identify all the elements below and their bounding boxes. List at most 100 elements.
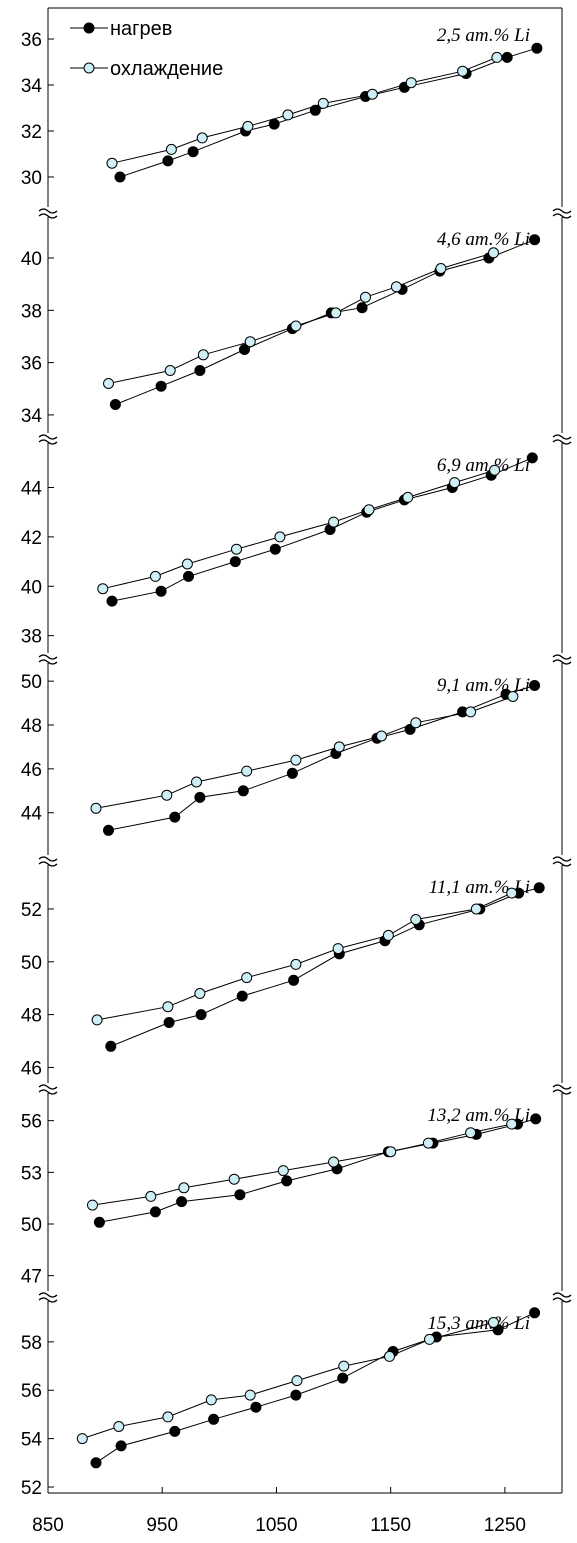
panel-label: 2,5 ат.% Li	[437, 25, 530, 46]
data-point-heating	[526, 452, 538, 464]
axis-break-mark	[38, 208, 58, 214]
data-point-cooling	[332, 943, 344, 955]
data-point-cooling	[290, 958, 302, 970]
axis-break-mark	[38, 654, 58, 660]
data-point-cooling	[165, 143, 177, 155]
data-point-cooling	[161, 789, 173, 801]
y-tick-label: 44	[21, 804, 43, 825]
data-point-cooling	[181, 558, 193, 570]
x-tick-label: 1150	[370, 1515, 411, 1536]
legend: нагрев охлаждение	[70, 18, 223, 80]
data-point-cooling	[435, 263, 447, 274]
legend-label-heating: нагрев	[110, 18, 172, 40]
data-point-heating	[234, 1189, 246, 1201]
data-point-cooling	[106, 157, 118, 169]
data-point-cooling	[178, 1182, 190, 1194]
data-point-cooling	[231, 543, 242, 555]
axis-break-gap	[554, 653, 570, 663]
axis-break-mark	[552, 1089, 572, 1095]
data-point-cooling	[205, 1394, 217, 1406]
data-point-cooling	[197, 349, 209, 361]
y-tick-label: 42	[21, 528, 42, 549]
data-point-cooling	[465, 1127, 477, 1139]
data-point-heating	[176, 1196, 188, 1208]
data-point-heating	[169, 1425, 181, 1437]
series-line-cooling	[92, 1123, 512, 1206]
axis-break-mark	[552, 1297, 572, 1303]
data-point-heating	[109, 399, 121, 410]
y-tick-label: 56	[21, 1381, 42, 1402]
x-axis: 850 950 1050 1150 1250	[32, 1487, 526, 1536]
x-tick-label: 850	[32, 1515, 64, 1536]
axis-break-gap	[554, 855, 570, 865]
data-point-heating	[236, 990, 248, 1002]
data-point-heating	[93, 1216, 105, 1228]
data-point-cooling	[489, 464, 501, 476]
y-tick-label: 34	[21, 76, 43, 97]
panel-label: 6,9 ат.% Li	[437, 455, 530, 476]
data-point-cooling	[244, 336, 256, 348]
panel: 38 40 42 44 6,9 ат.% Li	[21, 433, 572, 648]
axis-break-mark	[552, 659, 572, 665]
data-point-cooling	[290, 320, 302, 332]
data-point-heating	[208, 1413, 220, 1425]
data-point-heating	[269, 543, 281, 555]
axis-break-mark	[38, 856, 58, 862]
y-tick-label: 36	[21, 30, 42, 51]
data-point-heating	[187, 146, 199, 158]
y-tick-label: 40	[21, 249, 42, 270]
data-point-cooling	[422, 1137, 434, 1149]
y-tick-label: 34	[21, 406, 43, 427]
legend-label-cooling: охлаждение	[110, 58, 223, 80]
axis-break-mark	[552, 861, 572, 867]
axis-break-gap	[40, 1083, 56, 1093]
data-point-heating	[281, 1175, 293, 1187]
data-point-heating	[268, 118, 280, 130]
data-point-cooling	[424, 1333, 435, 1345]
data-point-cooling	[242, 120, 254, 132]
axis-break-mark	[552, 856, 572, 862]
plot-frames	[47, 7, 563, 1494]
y-tick-label: 38	[21, 301, 42, 322]
axis-break-mark	[552, 213, 572, 219]
series-line-cooling	[111, 56, 498, 164]
y-tick-label: 56	[21, 1112, 42, 1133]
data-point-cooling	[328, 516, 340, 528]
panel-label: 13,2 ат.% Li	[427, 1105, 530, 1126]
series-line-cooling	[102, 469, 495, 590]
data-point-heating	[250, 1401, 262, 1413]
data-point-cooling	[506, 1118, 518, 1130]
axis-break-gap	[554, 207, 570, 217]
series-line-cooling	[97, 892, 512, 1021]
data-point-heating	[194, 791, 206, 803]
y-tick-label: 38	[21, 627, 42, 648]
data-point-heating	[239, 344, 250, 355]
legend-marker-cooling	[83, 62, 95, 74]
panel: 52 54 56 58 15,3 ат.% Li	[21, 1291, 572, 1499]
data-point-heating	[290, 1389, 302, 1401]
data-point-cooling	[360, 291, 371, 303]
y-tick-label: 40	[21, 577, 42, 598]
data-point-cooling	[330, 307, 342, 319]
series-line-cooling	[95, 696, 514, 809]
data-point-heating	[501, 51, 513, 63]
data-point-cooling	[282, 109, 294, 121]
data-point-heating	[531, 42, 543, 54]
chart-panels: 30 32 34 36 2,5 ат.% Li 34 36 38 40 4,6 ат.% Li 38…	[21, 25, 572, 1499]
axis-break-mark	[552, 1292, 572, 1298]
panel: 30 32 34 36 2,5 ат.% Li	[21, 25, 543, 189]
axis-break-mark	[38, 861, 58, 867]
data-point-cooling	[507, 691, 519, 702]
y-tick-label: 50	[21, 672, 42, 693]
panel: 34 36 38 40 4,6 ат.% Li	[21, 207, 572, 427]
y-tick-label: 53	[21, 1163, 42, 1184]
series-line-heating	[115, 239, 535, 405]
data-point-cooling	[196, 132, 208, 144]
data-point-heating	[356, 302, 368, 314]
data-point-cooling	[90, 802, 102, 814]
y-tick-label: 52	[21, 1478, 42, 1499]
data-point-cooling	[491, 51, 503, 63]
data-point-heating	[149, 1206, 161, 1218]
data-point-cooling	[113, 1421, 125, 1432]
axis-break-mark	[552, 1084, 572, 1090]
